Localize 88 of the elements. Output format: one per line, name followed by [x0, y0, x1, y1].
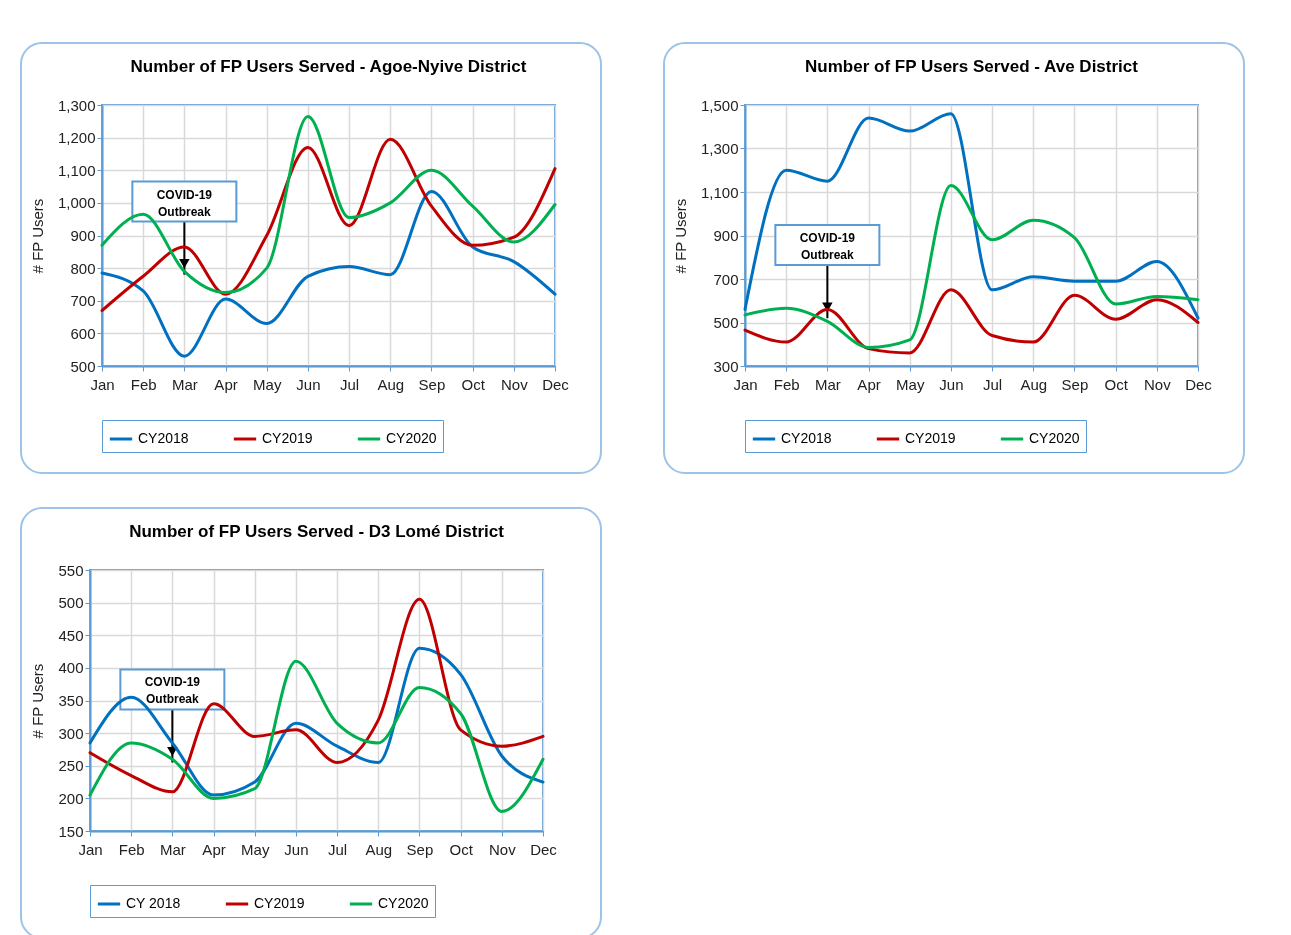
- chart-title: Number of FP Users Served - Ave District: [805, 57, 1139, 76]
- x-tick-label: Feb: [773, 375, 800, 393]
- x-tick-label: Jun: [284, 840, 309, 858]
- y-tick-label: 1,100: [57, 161, 96, 179]
- x-tick-label: Dec: [1185, 375, 1213, 393]
- x-tick-label: Jun: [296, 375, 321, 393]
- x-tick-label: Feb: [130, 375, 157, 393]
- line-series: [88, 659, 545, 813]
- x-tick-label: Dec: [542, 375, 570, 393]
- x-tick-label: Nov: [1143, 375, 1172, 393]
- y-tick-label: 1,200: [57, 129, 96, 147]
- y-tick-label: 150: [58, 822, 84, 840]
- y-tick-label: 550: [58, 561, 84, 579]
- y-tick-label: 300: [58, 724, 84, 742]
- line-series: [743, 288, 1200, 355]
- legend-label: CY2018: [138, 430, 189, 446]
- y-axis-title: # FP Users: [29, 663, 47, 739]
- x-tick-label: Apr: [202, 840, 226, 858]
- x-tick-label: Jan: [78, 840, 103, 858]
- x-tick-label: Apr: [214, 375, 238, 393]
- x-tick-label: Aug: [365, 840, 393, 858]
- chart-title: Number of FP Users Served - D3 Lomé District: [129, 522, 505, 541]
- x-tick-label: Dec: [530, 840, 558, 858]
- y-axis-title: # FP Users: [28, 198, 46, 274]
- y-tick-label: 700: [70, 292, 96, 310]
- y-tick-label: 400: [58, 659, 84, 677]
- x-tick-label: Jan: [90, 375, 115, 393]
- line-series: [100, 137, 557, 313]
- x-tick-label: Apr: [857, 375, 881, 393]
- line-series: [100, 189, 557, 358]
- y-tick-label: 800: [70, 259, 96, 277]
- y-tick-label: 1,100: [700, 183, 739, 201]
- x-tick-label: Oct: [1104, 375, 1129, 393]
- x-tick-label: Sep: [1061, 375, 1089, 393]
- y-tick-label: 1,500: [700, 96, 739, 114]
- line-series: [743, 112, 1200, 320]
- legend-label: CY2020: [386, 430, 437, 446]
- line-series: [88, 597, 545, 794]
- annotation: COVID-19 Outbreak: [156, 187, 213, 219]
- legend-label: CY 2018: [126, 895, 181, 911]
- x-tick-label: Aug: [1020, 375, 1048, 393]
- annotation: COVID-19 Outbreak: [144, 675, 201, 707]
- y-tick-label: 1,000: [57, 194, 96, 212]
- legend-label: CY2019: [262, 430, 313, 446]
- y-tick-label: 300: [713, 357, 739, 375]
- x-tick-label: Oct: [449, 840, 474, 858]
- chart-title: Number of FP Users Served - Agoe-Nyive District: [130, 57, 527, 76]
- y-tick-label: 350: [58, 692, 84, 709]
- legend-label: CY2019: [254, 895, 305, 911]
- x-tick-label: Jan: [733, 375, 758, 393]
- x-tick-label: Nov: [500, 375, 529, 393]
- y-tick-label: 200: [58, 789, 84, 807]
- x-tick-label: May: [241, 840, 270, 858]
- y-tick-label: 500: [70, 357, 96, 375]
- y-tick-label: 900: [713, 227, 739, 244]
- y-tick-label: 450: [58, 626, 84, 644]
- y-tick-label: 700: [713, 270, 739, 288]
- x-tick-label: Sep: [418, 375, 446, 393]
- y-tick-label: 1,300: [57, 96, 96, 114]
- x-tick-label: Feb: [118, 840, 145, 858]
- x-tick-label: Jul: [328, 840, 348, 858]
- x-tick-label: Aug: [377, 375, 405, 393]
- x-tick-label: Jun: [939, 375, 964, 393]
- annotation: COVID-19 Outbreak: [799, 231, 856, 263]
- legend-label: CY2020: [378, 895, 429, 911]
- x-tick-label: Mar: [171, 375, 198, 393]
- x-tick-label: Nov: [488, 840, 517, 858]
- y-tick-label: 600: [70, 324, 96, 342]
- y-tick-label: 250: [58, 757, 84, 775]
- x-tick-label: Mar: [814, 375, 841, 393]
- x-tick-label: Oct: [461, 375, 486, 393]
- x-tick-label: Mar: [159, 840, 186, 858]
- y-tick-label: 900: [70, 227, 96, 244]
- legend-label: CY2020: [1029, 430, 1080, 446]
- legend-label: CY2018: [781, 430, 832, 446]
- legend-label: CY2019: [905, 430, 956, 446]
- line-series: [88, 646, 545, 797]
- x-tick-label: Sep: [406, 840, 434, 858]
- y-axis-title: # FP Users: [671, 198, 689, 274]
- x-tick-label: Jul: [340, 375, 360, 393]
- x-tick-label: May: [896, 375, 925, 393]
- line-series: [743, 183, 1200, 350]
- y-tick-label: 1,300: [700, 140, 739, 157]
- line-series: [100, 114, 557, 295]
- x-tick-label: Jul: [983, 375, 1003, 393]
- y-tick-label: 500: [58, 594, 84, 612]
- y-tick-label: 500: [713, 314, 739, 331]
- x-tick-label: May: [253, 375, 282, 393]
